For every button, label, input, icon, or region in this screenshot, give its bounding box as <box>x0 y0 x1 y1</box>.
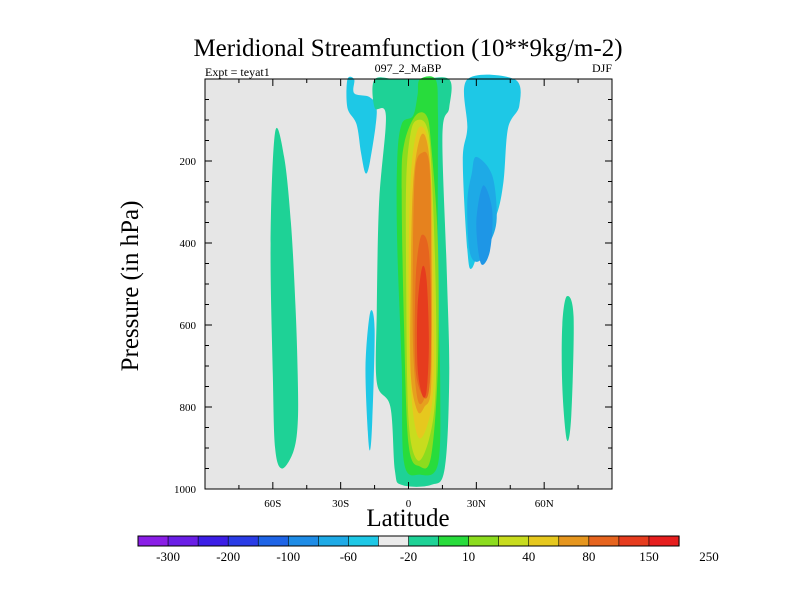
y-tick-label: 600 <box>180 320 197 332</box>
x-tick-label: 0 <box>406 498 412 510</box>
colorbar-swatch <box>318 535 349 547</box>
y-tick-label: 800 <box>180 402 197 414</box>
axis-ticks <box>204 78 613 490</box>
contour-n20-cell-high-west <box>346 76 377 174</box>
colorbar-swatch <box>648 535 680 547</box>
colorbar-frame <box>137 535 680 547</box>
colorbar-label: -60 <box>340 549 357 564</box>
y-tick-label: 400 <box>180 238 197 250</box>
colorbar-swatch <box>137 535 169 547</box>
x-tick-label: 60S <box>264 498 281 510</box>
colorbar-label: -200 <box>216 549 240 564</box>
colorbar-label: 250 <box>699 549 719 564</box>
colorbar-swatch <box>438 535 470 547</box>
colorbar-swatch <box>558 535 590 547</box>
colorbar-label: -20 <box>400 549 417 564</box>
colorbar-swatch <box>528 535 560 547</box>
colorbar-labels: -300 -200 -100 -60 -20 10 40 80 150 250 <box>156 549 719 564</box>
colorbar-swatch <box>227 535 259 547</box>
colorbar-swatch <box>468 535 500 547</box>
contour-p250-cell-equatorial <box>416 265 429 398</box>
colorbar-swatch <box>287 535 319 547</box>
colorbar-label: 150 <box>639 549 659 564</box>
colorbar-swatch <box>167 535 199 547</box>
contour-n20-cell-low-west <box>365 310 375 451</box>
colorbar-label: -300 <box>156 549 180 564</box>
colorbar-swatch <box>197 535 229 547</box>
colorbar-swatch <box>408 535 440 547</box>
x-axis-label: Latitude <box>366 505 449 532</box>
experiment-label: Expt = teyat1 <box>205 65 270 79</box>
season-label: DJF <box>592 61 612 75</box>
y-tick-labels: 200 400 600 800 1000 <box>174 156 197 496</box>
contour-p10-cell-far-north <box>561 295 574 442</box>
y-axis-label: Pressure (in hPa) <box>117 201 144 372</box>
chart-title: Meridional Streamfunction (10**9kg/m-2) <box>193 35 622 62</box>
x-tick-label: 30S <box>332 498 349 510</box>
colorbar <box>137 535 680 547</box>
x-tick-label: 60N <box>535 498 554 510</box>
colorbar-swatch <box>498 535 530 547</box>
colorbar-swatch <box>588 535 620 547</box>
contour-p10-cell-southern <box>270 127 299 469</box>
colorbar-swatch <box>618 535 650 547</box>
plot-area <box>204 74 613 490</box>
contour-n60-cell-north <box>476 185 493 265</box>
colorbar-label: 80 <box>582 549 595 564</box>
colorbar-swatch <box>257 535 289 547</box>
colorbar-swatch <box>348 535 380 547</box>
x-tick-label: 30N <box>467 498 486 510</box>
colorbar-label: 40 <box>522 549 535 564</box>
plot-frame <box>204 78 613 490</box>
y-tick-label: 1000 <box>174 484 197 496</box>
contour-cells <box>270 74 574 487</box>
colorbar-swatch <box>378 535 410 547</box>
colorbar-label: -100 <box>276 549 300 564</box>
period-label: 097_2_MaBP <box>375 61 442 75</box>
y-tick-label: 200 <box>180 156 197 168</box>
x-tick-labels: 60S 30S 0 30N 60N <box>264 498 553 510</box>
colorbar-label: 10 <box>462 549 475 564</box>
